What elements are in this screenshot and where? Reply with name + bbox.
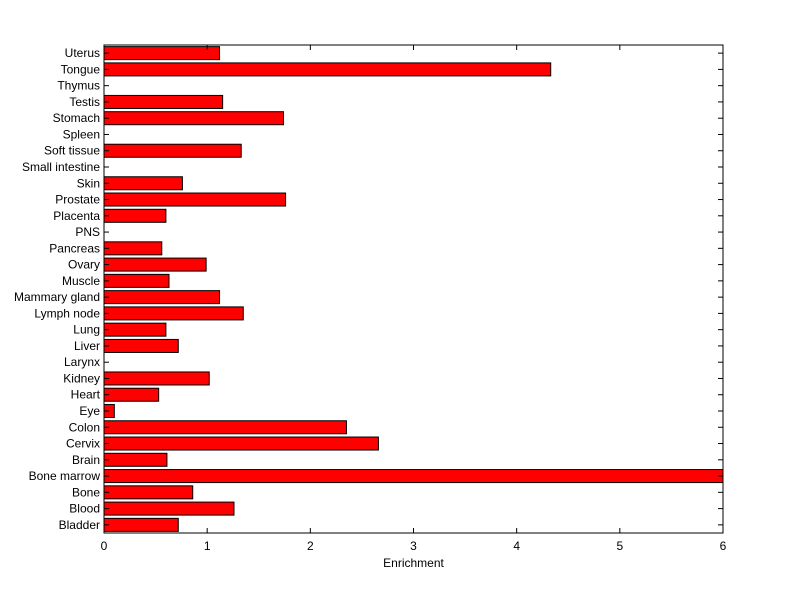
bar-mammary-gland (103, 290, 221, 305)
bar-blood (103, 501, 235, 516)
bar-lung (103, 322, 167, 337)
bar-soft-tissue (103, 143, 242, 158)
bars-group (103, 46, 724, 532)
x-tick-label-1: 1 (204, 539, 211, 553)
bar-heart (103, 387, 160, 402)
y-tick-label-cervix: Cervix (66, 437, 100, 451)
bar-lymph-node (103, 306, 244, 321)
bar-kidney (103, 371, 210, 386)
bar-colon (103, 420, 347, 435)
x-tick-label-6: 6 (720, 539, 727, 553)
y-tick-label-blood: Blood (69, 502, 100, 516)
y-tick-label-bladder: Bladder (59, 518, 100, 532)
x-tick-label-5: 5 (616, 539, 623, 553)
y-tick-label-eye: Eye (79, 404, 100, 418)
y-tick-label-stomach: Stomach (53, 111, 100, 125)
bar-brain (103, 452, 168, 467)
y-tick-label-liver: Liver (74, 339, 100, 353)
y-tick-label-mammary-gland: Mammary gland (14, 290, 100, 304)
bar-bone (103, 485, 194, 500)
y-tick-label-small-intestine: Small intestine (22, 160, 100, 174)
bar-pancreas (103, 241, 163, 256)
bar-testis (103, 94, 224, 109)
y-tick-label-kidney: Kidney (63, 371, 100, 385)
x-tick-label-0: 0 (101, 539, 108, 553)
y-tick-label-spleen: Spleen (63, 127, 100, 141)
y-tick-label-muscle: Muscle (62, 274, 100, 288)
x-tick-label-2: 2 (307, 539, 314, 553)
bar-muscle (103, 273, 170, 288)
labels-group: Bladder Blood Bone Bone marrow Brain Cervix Co… (14, 46, 727, 553)
y-tick-label-lymph-node: Lymph node (34, 306, 100, 320)
x-tick-label-3: 3 (410, 539, 417, 553)
y-tick-label-soft-tissue: Soft tissue (44, 144, 100, 158)
bar-prostate (103, 192, 287, 207)
bar-tongue (103, 62, 552, 77)
bar-stomach (103, 111, 285, 126)
bar-placenta (103, 208, 167, 223)
bar-liver (103, 338, 179, 353)
y-tick-label-prostate: Prostate (55, 193, 100, 207)
bar-uterus (103, 46, 221, 61)
x-tick-label-4: 4 (513, 539, 520, 553)
y-tick-label-brain: Brain (72, 453, 100, 467)
y-tick-label-larynx: Larynx (64, 355, 100, 369)
bar-bone-marrow (103, 469, 724, 484)
y-tick-label-thymus: Thymus (57, 79, 100, 93)
y-tick-label-testis: Testis (69, 95, 100, 109)
y-tick-label-placenta: Placenta (53, 209, 100, 223)
bar-skin (103, 176, 183, 191)
y-tick-label-skin: Skin (77, 176, 100, 190)
x-axis-label: Enrichment (383, 556, 444, 570)
y-tick-label-tongue: Tongue (61, 62, 101, 76)
y-tick-label-bone-marrow: Bone marrow (29, 469, 101, 483)
bar-ovary (103, 257, 207, 272)
y-tick-label-pancreas: Pancreas (49, 241, 100, 255)
bar-cervix (103, 436, 379, 451)
y-tick-label-lung: Lung (73, 323, 100, 337)
y-tick-label-ovary: Ovary (68, 258, 100, 272)
y-tick-label-bone: Bone (72, 485, 100, 499)
ticks-group (103, 45, 724, 533)
y-tick-label-colon: Colon (69, 420, 100, 434)
bar-bladder (103, 517, 179, 532)
y-tick-label-pns: PNS (75, 225, 100, 239)
y-tick-label-heart: Heart (71, 388, 101, 402)
y-tick-label-uterus: Uterus (65, 46, 100, 60)
